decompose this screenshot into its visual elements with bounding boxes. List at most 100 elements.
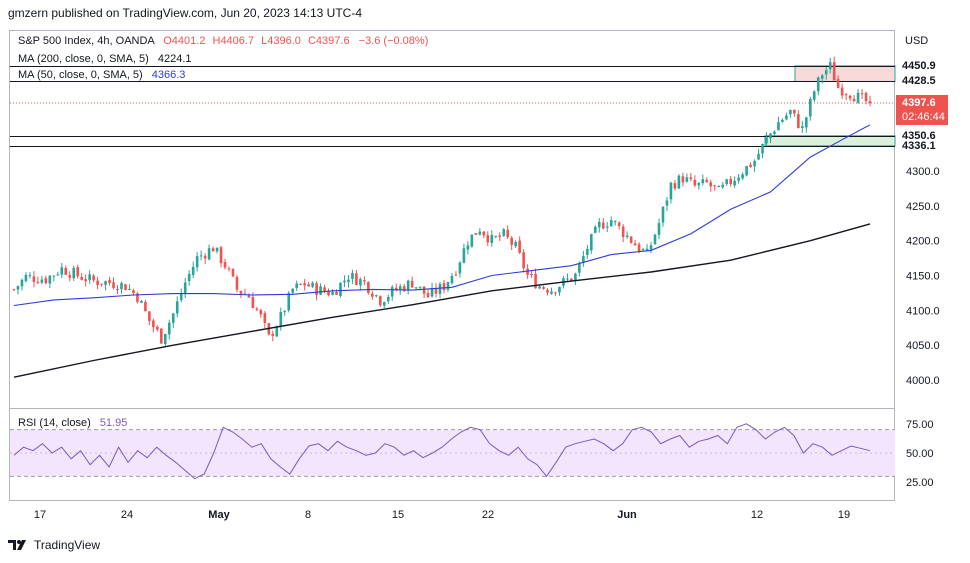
price-tick-label: 4200.0 — [906, 236, 940, 248]
candle-body — [534, 273, 537, 289]
candle — [390, 285, 394, 301]
candle — [546, 288, 549, 296]
candle — [645, 244, 649, 251]
candlestick-series — [12, 56, 872, 348]
time-tick-label: 15 — [392, 509, 404, 521]
candle-body — [199, 255, 203, 257]
candle-body — [637, 244, 641, 252]
candle-body — [207, 248, 211, 260]
candle-body — [303, 283, 306, 286]
legend-ma50-value: 4366.3 — [151, 69, 186, 81]
candle-body — [717, 185, 721, 188]
candle — [582, 250, 585, 267]
time-tick-label: 19 — [838, 509, 850, 521]
candle — [104, 280, 107, 291]
price-zones — [764, 65, 896, 147]
candle — [860, 89, 864, 99]
candle — [231, 268, 235, 278]
candle-body — [219, 247, 223, 264]
candle-body — [319, 286, 322, 295]
candle — [299, 283, 302, 286]
legend-ma50-row[interactable]: MA (50, close, 0, SMA, 5) 4366.3 — [18, 69, 185, 81]
candle-body — [120, 283, 123, 290]
candle-body — [394, 287, 398, 290]
rsi-tick-label: 75.00 — [906, 419, 934, 431]
rsi-tick-label: 25.00 — [906, 477, 934, 489]
candle-body — [295, 283, 298, 289]
candle-body — [860, 93, 864, 95]
candle — [828, 57, 832, 74]
candle-body — [156, 326, 159, 330]
candle — [613, 220, 617, 226]
candle-body — [601, 222, 605, 229]
candle-body — [852, 98, 856, 102]
candle — [215, 247, 219, 254]
candle — [311, 281, 314, 289]
candle — [681, 172, 685, 187]
candle — [450, 272, 454, 285]
candle-body — [510, 237, 513, 245]
footer-brand: TradingView — [34, 538, 101, 552]
candle-body — [382, 302, 386, 306]
candle-body — [152, 320, 155, 328]
candle-body — [721, 184, 725, 188]
candle — [661, 206, 665, 227]
candle — [506, 225, 510, 239]
candle-body — [287, 292, 291, 311]
candle — [426, 288, 430, 298]
candle — [88, 270, 91, 284]
candle-body — [613, 221, 617, 223]
legend-ma200-value: 4224.1 — [157, 53, 192, 65]
legend-symbol[interactable]: S&P 500 Index, 4h, OANDA — [18, 35, 155, 47]
candle — [689, 172, 693, 182]
candle — [279, 307, 283, 331]
candle-body — [685, 177, 689, 182]
candle — [446, 281, 450, 293]
candle-body — [713, 185, 717, 187]
candle-body — [363, 280, 366, 282]
candle — [649, 241, 653, 254]
candle-body — [605, 226, 609, 228]
candle — [514, 240, 517, 248]
candle — [60, 263, 64, 279]
price-tick-label: 4250.0 — [906, 201, 940, 213]
tradingview-logo[interactable]: TradingView — [8, 538, 100, 552]
legend-rsi-row[interactable]: RSI (14, close) 51.95 — [18, 417, 127, 429]
candle-body — [701, 179, 705, 184]
candle — [677, 174, 681, 190]
candle — [375, 294, 378, 298]
publish-caption: gmzern published on TradingView.com, Jun… — [8, 6, 362, 20]
currency-label: USD — [905, 35, 929, 47]
candle-body — [259, 309, 263, 315]
candle — [48, 274, 52, 288]
candle-body — [530, 274, 533, 276]
candle — [625, 231, 629, 239]
candle-body — [856, 92, 860, 103]
candle-body — [80, 277, 83, 280]
legend-ma200-row[interactable]: MA (200, close, 0, SMA, 5) 4224.1 — [18, 53, 192, 65]
legend-rsi-label: RSI (14, close) — [18, 417, 91, 429]
price-tick-label: 4000.0 — [906, 375, 940, 387]
time-tick-label: 8 — [305, 509, 311, 521]
candle-body — [315, 283, 318, 296]
candle — [355, 269, 358, 286]
candle — [44, 275, 48, 285]
candle-body — [629, 236, 633, 243]
candle — [359, 277, 362, 291]
candle — [840, 83, 844, 100]
candle-body — [848, 95, 852, 99]
candle-body — [657, 223, 661, 235]
candle — [454, 271, 458, 277]
candle — [422, 286, 426, 299]
candle-body — [737, 177, 740, 181]
candle — [601, 218, 605, 230]
candle — [705, 177, 709, 183]
legend-high: H4406.7 — [212, 35, 255, 47]
candle — [223, 258, 227, 270]
candle-body — [402, 286, 406, 291]
candle-body — [765, 137, 768, 144]
candle-body — [458, 262, 462, 274]
candle-body — [283, 310, 287, 312]
candle — [295, 280, 298, 291]
candle — [593, 225, 597, 234]
